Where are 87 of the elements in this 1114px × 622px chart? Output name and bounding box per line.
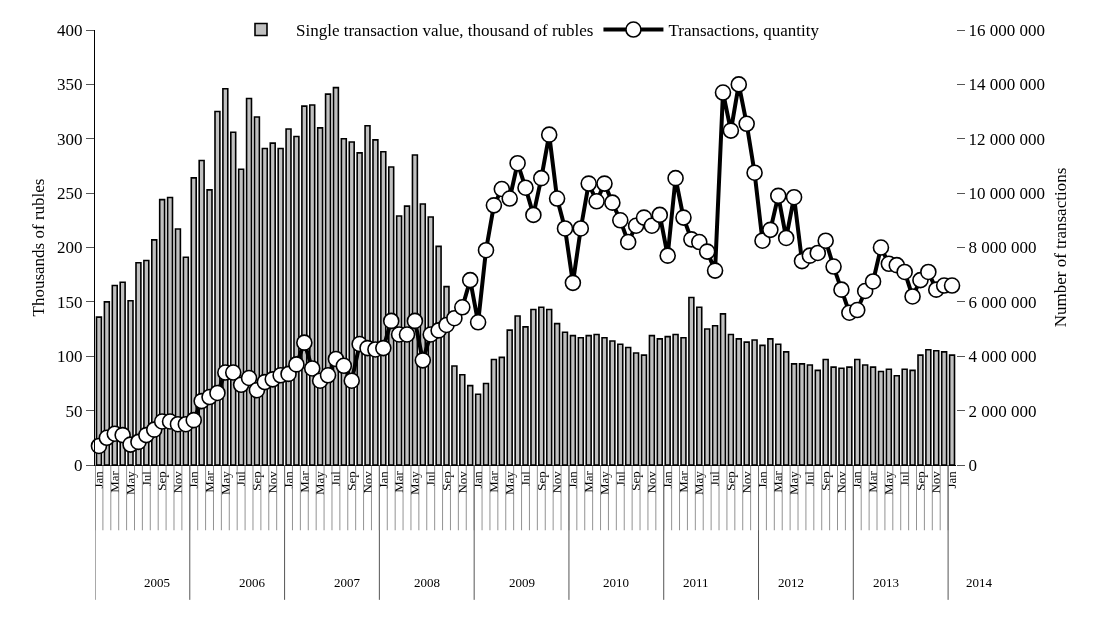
x-tick-label: May	[217, 470, 233, 496]
text: 2010	[603, 575, 629, 590]
x-tick-label: Sep	[154, 471, 170, 491]
x-tick-label: Jan	[91, 470, 107, 489]
x-tick-label: Jan	[659, 470, 675, 489]
x-tick-label: Nov	[644, 470, 660, 494]
y-tick-label: 0	[74, 455, 83, 475]
x-tick-label: Sep	[438, 471, 454, 491]
x-tick-label: Mar	[865, 470, 881, 493]
y-tick-label: 400	[57, 20, 83, 40]
x-tick-label: Nov	[264, 470, 280, 494]
x-tick-label: May	[312, 470, 328, 496]
x-tick-label: Sep	[343, 471, 359, 491]
y-tick-label: 150	[57, 292, 83, 312]
text: 2013	[873, 575, 899, 590]
x-tick-label: Jul	[802, 470, 818, 487]
x-tick-label: May	[501, 470, 517, 496]
y-tick-label: 350	[57, 75, 83, 95]
y-tick-label: 300	[57, 129, 83, 149]
x-tick-label: Nov	[170, 470, 186, 494]
x-tick-label: Sep	[628, 471, 644, 491]
y-tick-label: 100	[57, 347, 83, 367]
x-tick-label: Jan	[754, 470, 770, 489]
text: 2011	[683, 575, 709, 590]
text: 2007	[334, 575, 361, 590]
x-tick-label: Jan	[565, 470, 581, 489]
x-tick-label: Mar	[675, 470, 691, 493]
x-tick-label: May	[691, 470, 707, 496]
y2-tick-label: 14 000 000	[968, 75, 1045, 95]
x-tick-label: Nov	[928, 470, 944, 494]
x-tick-label: Jul	[612, 470, 628, 487]
x-tick-label: Nov	[549, 470, 565, 494]
x-tick-label: Mar	[770, 470, 786, 493]
x-tick-label: Jan	[185, 470, 201, 489]
x-tick-label: Jan	[280, 470, 296, 489]
x-tick-label: May	[407, 470, 423, 496]
text: 2008	[414, 575, 440, 590]
x-tick-label: Sep	[533, 471, 549, 491]
x-tick-label: Jul	[422, 470, 438, 487]
legend-label: Transactions, quantity	[668, 21, 820, 41]
x-tick-label: Jan	[470, 470, 486, 489]
x-tick-label: Jul	[138, 470, 154, 487]
x-tick-label: May	[881, 470, 897, 496]
text: 2009	[509, 575, 535, 590]
x-tick-label: Nov	[833, 470, 849, 494]
y2-tick-label: 16 000 000	[968, 20, 1045, 40]
text: 2006	[239, 575, 266, 590]
x-tick-label: Nov	[454, 470, 470, 494]
x-tick-label: Mar	[106, 470, 122, 493]
y2-tick-label: 4 000 000	[968, 347, 1037, 367]
x-tick-label: May	[786, 470, 802, 496]
x-tick-label: Mar	[201, 470, 217, 493]
y-tick-label: 250	[57, 184, 83, 204]
y2-tick-label: 2 000 000	[968, 401, 1037, 421]
y2-tick-label: 0	[968, 455, 977, 475]
x-tick-label: Jan	[849, 470, 865, 489]
y2-tick-label: 8 000 000	[968, 238, 1037, 258]
x-tick-label: Sep	[249, 471, 265, 491]
x-tick-label: May	[122, 470, 138, 496]
y2-tick-label: 6 000 000	[968, 292, 1037, 312]
x-tick-label: Jul	[233, 470, 249, 487]
x-tick-label: Nov	[359, 470, 375, 494]
x-tick-label: Jan	[944, 470, 960, 489]
x-tick-label: Sep	[817, 471, 833, 491]
x-tick-label: Jul	[517, 470, 533, 487]
x-tick-label: Sep	[723, 471, 739, 491]
legend-label: Single transaction value, thousand of rubles	[296, 21, 594, 41]
x-tick-label: Jul	[896, 470, 912, 487]
text: 2005	[144, 575, 170, 590]
text: 2012	[778, 575, 804, 590]
x-tick-label: Sep	[912, 471, 928, 491]
x-tick-label: Jan	[375, 470, 391, 489]
y2-axis-title: Number of transactions	[1051, 167, 1071, 328]
y-axis-title: Thousands of rubles	[28, 178, 48, 317]
text: 2014	[966, 575, 993, 590]
y-tick-label: 50	[65, 401, 83, 421]
x-tick-label: Jul	[328, 470, 344, 487]
y2-tick-label: 10 000 000	[968, 184, 1045, 204]
x-tick-label: Mar	[486, 470, 502, 493]
x-tick-label: Jul	[707, 470, 723, 487]
y-tick-label: 200	[57, 238, 83, 258]
y2-tick-label: 12 000 000	[968, 129, 1045, 149]
x-tick-label: Mar	[296, 470, 312, 493]
x-tick-label: Mar	[391, 470, 407, 493]
x-tick-label: Mar	[580, 470, 596, 493]
x-tick-label: Nov	[738, 470, 754, 494]
x-tick-label: May	[596, 470, 612, 496]
